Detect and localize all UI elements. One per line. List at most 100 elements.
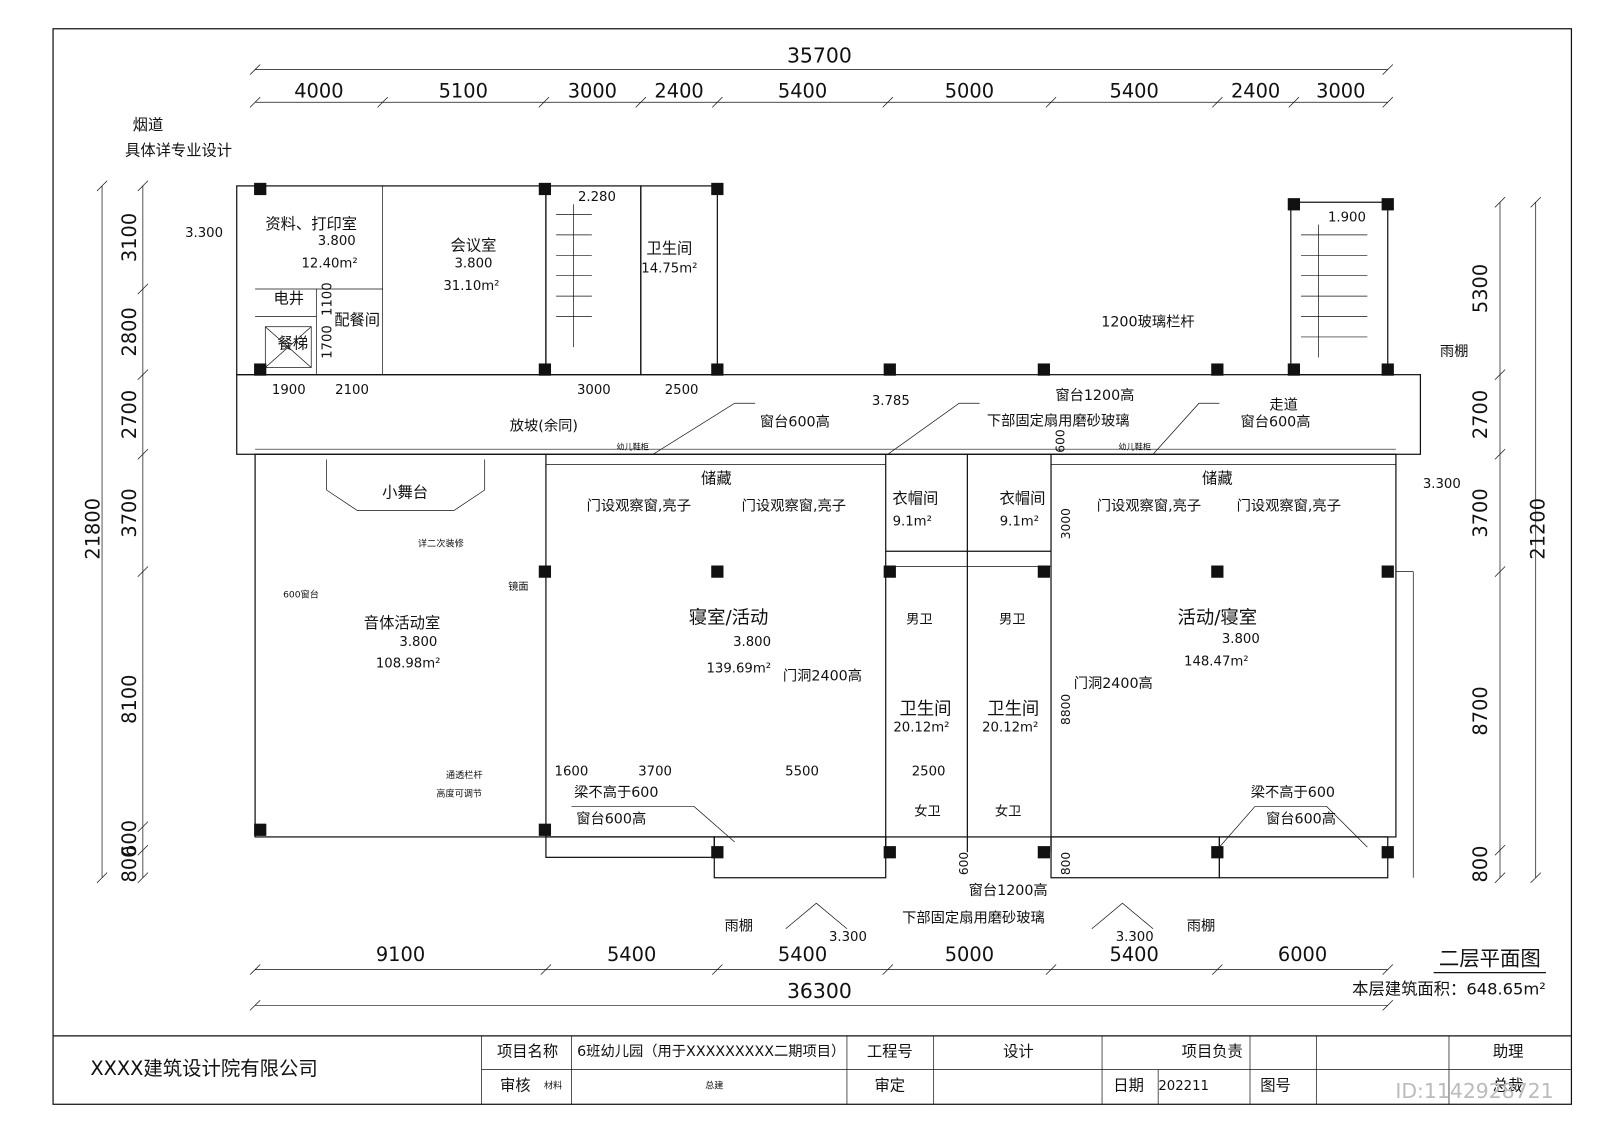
annotation: 窗台1200高: [1055, 386, 1134, 404]
column: [1037, 846, 1050, 859]
annotation: 2100: [335, 383, 369, 398]
dimension-text: 5400: [607, 943, 656, 966]
annotation: 3.800: [318, 234, 356, 249]
annotation: 3.800: [733, 635, 771, 650]
tick: [1211, 96, 1223, 108]
label: 材料: [544, 1079, 562, 1091]
annotation: 3.300: [185, 226, 223, 241]
column: [883, 565, 896, 578]
annotation: 幼儿鞋柜: [616, 442, 649, 452]
label: 日期: [1113, 1076, 1144, 1094]
annotation: 148.47m²: [1184, 654, 1249, 669]
column: [538, 823, 552, 836]
dimension-text: 2400: [654, 80, 703, 103]
annotation: 门设观察窗,亮子: [1097, 496, 1201, 514]
dimension-text: 800: [118, 845, 141, 882]
dimension-text: 5300: [1469, 264, 1492, 313]
annotation: 14.75m²: [641, 262, 697, 277]
dimension-text: 4000: [294, 80, 343, 103]
annotation: 窗台600高: [576, 810, 646, 828]
annotation: 活动/寝室: [1178, 608, 1258, 629]
column: [538, 565, 552, 578]
tick: [1382, 964, 1394, 975]
dimension-text: 800: [1469, 845, 1492, 882]
column: [1211, 565, 1224, 578]
annotation: 窗台600高: [760, 413, 830, 431]
label: 助理: [1493, 1043, 1524, 1061]
column: [1287, 198, 1300, 211]
annotation: 女卫: [914, 802, 941, 819]
column: [1287, 363, 1300, 376]
annotation: 男卫: [906, 613, 933, 628]
dimension-text: 600: [118, 820, 141, 857]
column: [1211, 846, 1224, 859]
annotation: 通透栏杆: [446, 769, 483, 781]
dimension-text: 3700: [1469, 488, 1492, 537]
annotation: 3700: [638, 765, 672, 780]
tick: [540, 964, 552, 975]
annotation: 31.10m²: [443, 279, 499, 294]
column: [1211, 363, 1224, 376]
annotation: 卫生间: [987, 699, 1039, 719]
annotation: 音体活动室: [364, 614, 441, 632]
watermark-id: ID:1142928721: [1395, 1079, 1553, 1103]
area-note: 本层建筑面积：648.65m²: [1352, 979, 1546, 998]
dimension-text: 21800: [81, 498, 104, 560]
tick: [96, 872, 108, 884]
annotation: 卫生间: [646, 240, 692, 258]
frame: [52, 28, 1573, 1105]
tick: [137, 821, 149, 833]
title-block: XXXX建筑设计院有限公司 项目名称 6班幼儿园（用于XXXXXXXXX二期项目…: [90, 1043, 1523, 1095]
annotation: 1700: [321, 325, 336, 359]
tick: [635, 96, 647, 108]
annotation: 门设观察窗,亮子: [1237, 496, 1341, 514]
dimension-text: 5000: [945, 80, 994, 103]
annotation: 烟道: [133, 116, 164, 134]
annotation: 108.98m²: [376, 656, 441, 671]
annotation: 详二次装修: [418, 538, 464, 550]
labels: 35700 4000 5100 3000 2400 5400 5000 5400 2400 300…: [81, 43, 1549, 1003]
tick: [1494, 196, 1506, 208]
dimension-text: 2700: [118, 390, 141, 439]
dimension-text: 5400: [1110, 80, 1159, 103]
annotation: 8800: [1059, 694, 1073, 725]
dimension-text: 5400: [1110, 943, 1159, 966]
tick: [249, 999, 261, 1011]
annotation: 1600: [555, 765, 589, 780]
annotation: 餐梯: [278, 335, 309, 353]
dimension-text: 5000: [945, 943, 994, 966]
dimension-text: 2800: [118, 307, 141, 356]
dimension-lines: [96, 64, 1542, 1011]
annotation: 高度可调节: [436, 788, 482, 800]
annotation: 梁不高于600: [1251, 784, 1335, 801]
tick: [137, 872, 149, 884]
annotation: 3.300: [1423, 477, 1461, 492]
dimension-text: 9100: [376, 943, 425, 966]
dimension-text: 36300: [787, 979, 852, 1003]
dimension-text: 8100: [118, 675, 141, 724]
annotation: 3.300: [829, 930, 867, 945]
tick: [1494, 369, 1506, 381]
annotation: 衣帽间: [892, 490, 938, 508]
label: 审核: [500, 1076, 531, 1094]
annotation: 3.800: [399, 635, 437, 650]
annotation: 3.800: [1222, 632, 1260, 647]
annotation: 门洞2400高: [1074, 675, 1153, 692]
annotation: 储藏: [1202, 469, 1233, 487]
tick: [1045, 96, 1057, 108]
dimension-text: 21200: [1526, 498, 1549, 560]
dimension-text: 5400: [778, 80, 827, 103]
annotation: 20.12m²: [893, 721, 949, 736]
company: XXXX建筑设计院有限公司: [90, 1057, 317, 1080]
dimension-text: 2700: [1469, 390, 1492, 439]
annotation: 幼儿鞋柜: [1118, 442, 1151, 452]
column: [711, 182, 724, 196]
tick: [1382, 96, 1394, 108]
tick: [1288, 96, 1300, 108]
annotation: 门设观察窗,亮子: [587, 496, 691, 514]
column: [1381, 198, 1394, 211]
tick: [1382, 64, 1394, 75]
annotation: 雨棚: [1187, 918, 1216, 935]
annotation: 男卫: [999, 613, 1026, 628]
